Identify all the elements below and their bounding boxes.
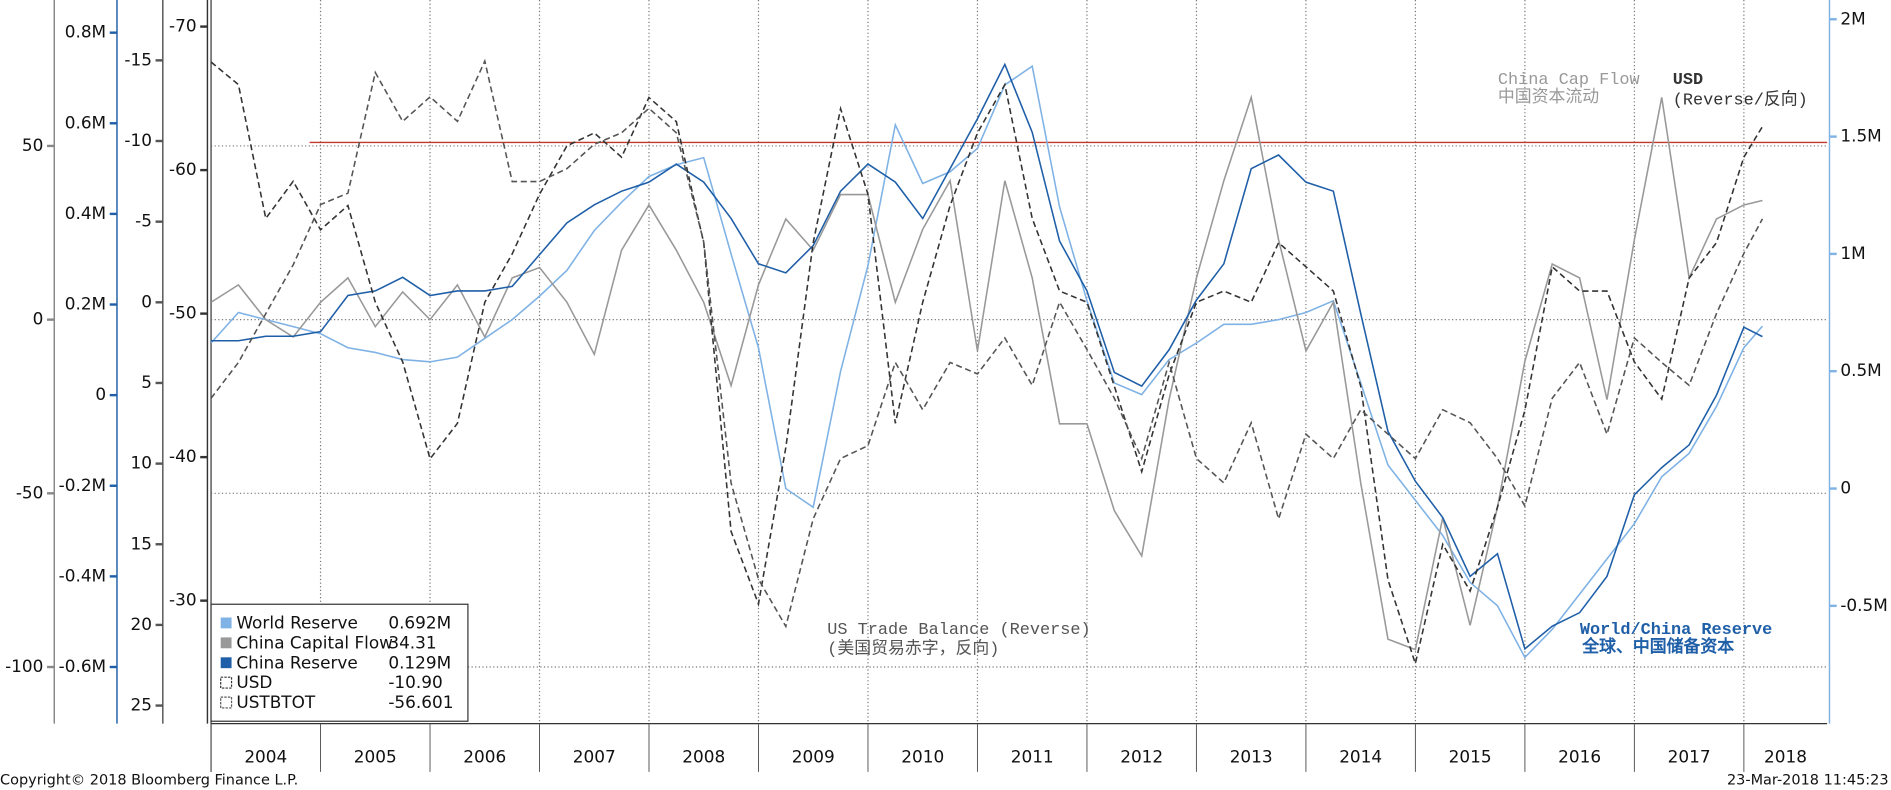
annotation: 全球、中国储备资本 [1581, 636, 1734, 658]
y-tick-label: 0.8M [65, 22, 106, 42]
y-tick-label: -60 [169, 159, 197, 179]
x-tick-label: 2007 [573, 746, 616, 766]
x-tick-label: 2004 [244, 746, 287, 766]
y-tick-label: 1.5M [1840, 126, 1881, 146]
y-tick-label: 1M [1840, 243, 1865, 263]
annotation: World/China Reserve [1580, 621, 1772, 640]
y-tick-label: 0.6M [65, 112, 106, 132]
legend-value: 0.129M [388, 652, 451, 672]
legend-swatch [220, 696, 233, 709]
legend-label: USD [236, 672, 272, 692]
legend-label: USTBTOT [236, 692, 316, 712]
annotation: China Cap Flow [1498, 71, 1640, 90]
y-tick-label: 0 [33, 309, 44, 329]
legend-label: China Capital Flow [236, 632, 393, 652]
x-tick-label: 2011 [1011, 746, 1054, 766]
y-tick-label: -50 [169, 303, 197, 323]
y-tick-label: -15 [124, 49, 152, 69]
y-tick-label: -40 [169, 446, 197, 466]
x-tick-label: 2017 [1668, 746, 1711, 766]
x-tick-label: 2010 [901, 746, 944, 766]
y-tick-label: 50 [22, 135, 43, 155]
legend-box [210, 603, 469, 722]
x-tick-label: 2008 [682, 746, 725, 766]
x-tick-label: 2013 [1230, 746, 1273, 766]
legend-swatch [220, 657, 232, 669]
series-line [211, 61, 1764, 667]
series-line [211, 64, 1764, 659]
annotation: US Trade Balance (Reverse) [827, 621, 1090, 640]
y-tick-label: -70 [169, 16, 197, 36]
legend-label: China Reserve [236, 652, 357, 672]
legend-value: 34.31 [388, 632, 436, 652]
y-tick-label: 0.4M [65, 203, 106, 223]
y-tick-label: 0 [1840, 478, 1851, 498]
annotation: (Reverse/反向) [1673, 90, 1808, 111]
legend-value: -10.90 [388, 672, 442, 692]
legend-value: -56.601 [388, 692, 453, 712]
y-tick-label: 0.5M [1840, 360, 1881, 380]
y-tick-label: -30 [169, 590, 197, 610]
x-tick-label: 2006 [463, 746, 506, 766]
y-tick-label: -5 [135, 211, 152, 231]
annotation: USD [1673, 71, 1703, 90]
x-tick-label: 2012 [1120, 746, 1163, 766]
plot-area [211, 58, 1764, 667]
y-tick-label: -0.5M [1840, 595, 1888, 615]
legend-value: 0.692M [388, 613, 451, 633]
y-tick-label: 2M [1840, 8, 1865, 28]
y-tick-label: -0.2M [59, 475, 106, 495]
y-tick-label: 0.2M [65, 294, 106, 314]
y-tick-label: -50 [16, 482, 44, 502]
y-tick-label: -0.4M [59, 565, 106, 585]
x-tick-label: 2018 [1764, 746, 1807, 766]
legend-swatch [220, 637, 232, 649]
legend-swatch [220, 617, 232, 629]
series-line [211, 94, 1763, 651]
footer-left: Copyright© 2018 Bloomberg Finance L.P. [0, 772, 298, 788]
legend-label: World Reserve [236, 613, 358, 633]
x-tick-label: 2009 [792, 746, 835, 766]
x-tick-label: 2016 [1558, 746, 1601, 766]
y-tick-label: 15 [130, 533, 151, 553]
annotation: (美国贸易赤字，反向) [827, 638, 999, 659]
y-tick-label: -10 [124, 130, 152, 150]
y-tick-label: 5 [141, 372, 152, 392]
y-tick-label: 25 [130, 695, 151, 715]
series-line [211, 62, 1763, 651]
x-tick-label: 2005 [354, 746, 397, 766]
x-tick-label: 2014 [1339, 746, 1382, 766]
y-tick-label: 10 [130, 453, 151, 473]
y-tick-label: -0.6M [59, 656, 106, 676]
y-tick-label: 0 [95, 384, 106, 404]
annotation: 中国资本流动 [1498, 87, 1599, 108]
legend-swatch [220, 676, 233, 689]
x-tick-label: 2015 [1449, 746, 1492, 766]
footer-right: 23-Mar-2018 11:45:23 [1727, 772, 1889, 788]
y-tick-label: 20 [130, 614, 151, 634]
y-tick-label: 0 [141, 291, 152, 311]
y-tick-label: -100 [5, 656, 43, 676]
